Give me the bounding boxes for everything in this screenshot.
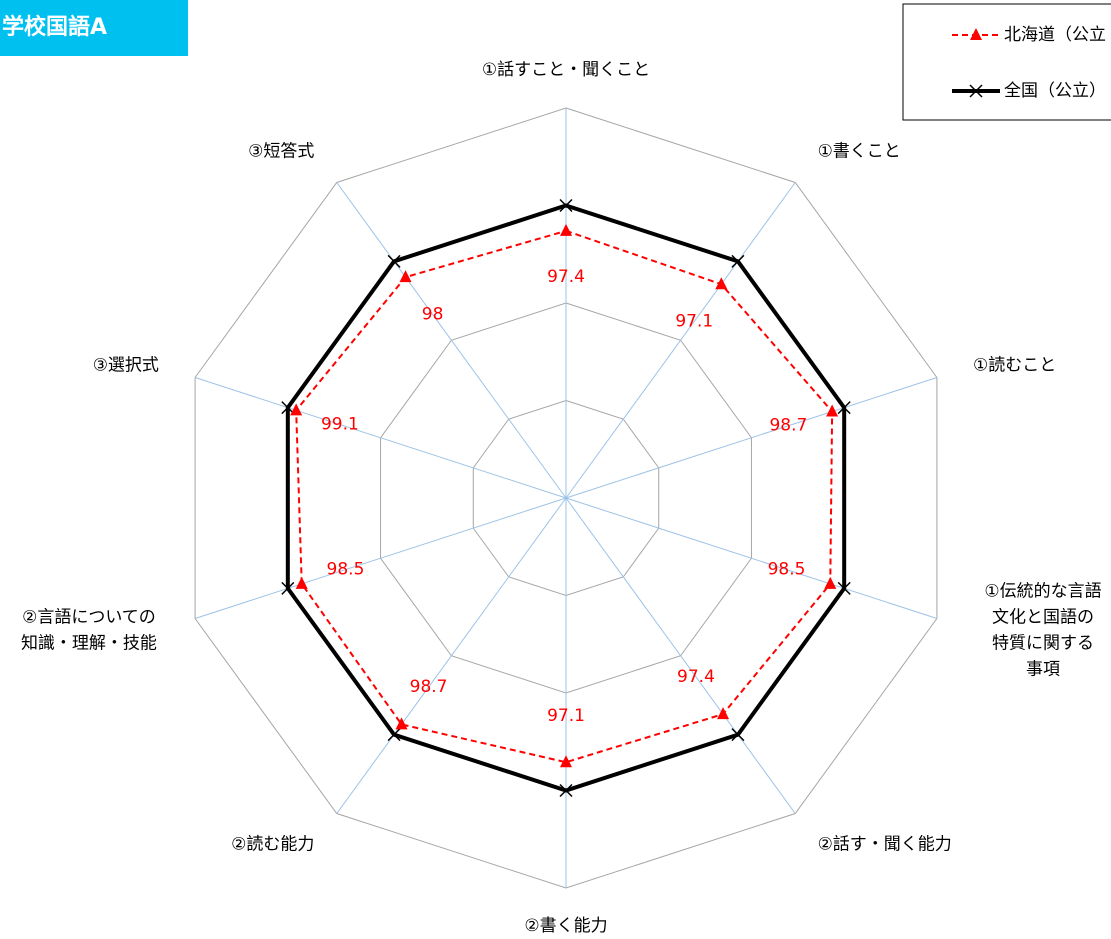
axis-spoke [565,377,938,499]
data-label: 98 [422,304,444,324]
legend-label: 全国（公立） [1004,81,1106,101]
category-label: ②書く能力 [524,916,607,936]
triangle-marker [715,277,728,290]
title-box [0,0,188,56]
category-label: ③選択式 [93,356,159,376]
series-line [295,229,834,764]
triangle-marker [826,404,839,417]
data-label: 98.7 [769,416,807,436]
axis-spoke [565,497,796,814]
legend-label: 北海道（公立 [1004,25,1106,45]
x-marker [387,728,401,742]
data-label: 97.4 [677,667,715,687]
x-marker [731,254,745,268]
legend-box [902,3,1111,121]
data-label: 98.5 [768,560,806,580]
axis-spoke [194,497,567,619]
chart-title: 学校国語A [2,14,107,40]
triangle-marker [395,717,408,730]
axis-spoke [194,377,567,499]
triangle-marker [560,755,572,768]
x-marker [731,728,745,742]
axis-spoke [336,497,567,814]
category-label: ①話すこと・聞くこと [482,60,650,80]
axis-spoke [565,182,796,499]
axis-spoke [336,182,567,499]
category-label: ②読む能力 [231,834,314,854]
data-label: 99.1 [321,415,359,435]
category-label: ②言語についての知識・理解・技能 [21,607,157,653]
category-label: ①伝統的な言語文化と国語の特質に関する事項 [984,581,1101,679]
data-label: 98.5 [327,560,365,580]
data-label: 97.1 [675,311,713,331]
x-marker [559,783,573,798]
legend-marker [969,84,983,98]
category-label: ③短答式 [248,142,314,162]
triangle-marker [399,270,412,283]
triangle-marker [717,707,730,720]
axis-spoke [565,497,938,619]
x-marker [559,198,573,213]
x-marker [387,254,401,268]
triangle-marker [290,403,303,416]
x-marker [837,581,851,595]
category-label: ①読むこと [973,356,1056,376]
x-marker [837,401,851,415]
x-marker [281,581,295,595]
triangle-marker [295,576,308,589]
data-label: 97.4 [547,267,585,287]
triangle-marker [824,576,837,589]
category-label: ②話す・聞く能力 [818,834,952,854]
data-label: 97.1 [547,706,585,726]
data-label: 98.7 [410,677,448,697]
triangle-marker [560,223,572,236]
category-label: ①書くこと [818,142,901,162]
x-marker [281,401,295,415]
legend-marker [970,28,982,40]
